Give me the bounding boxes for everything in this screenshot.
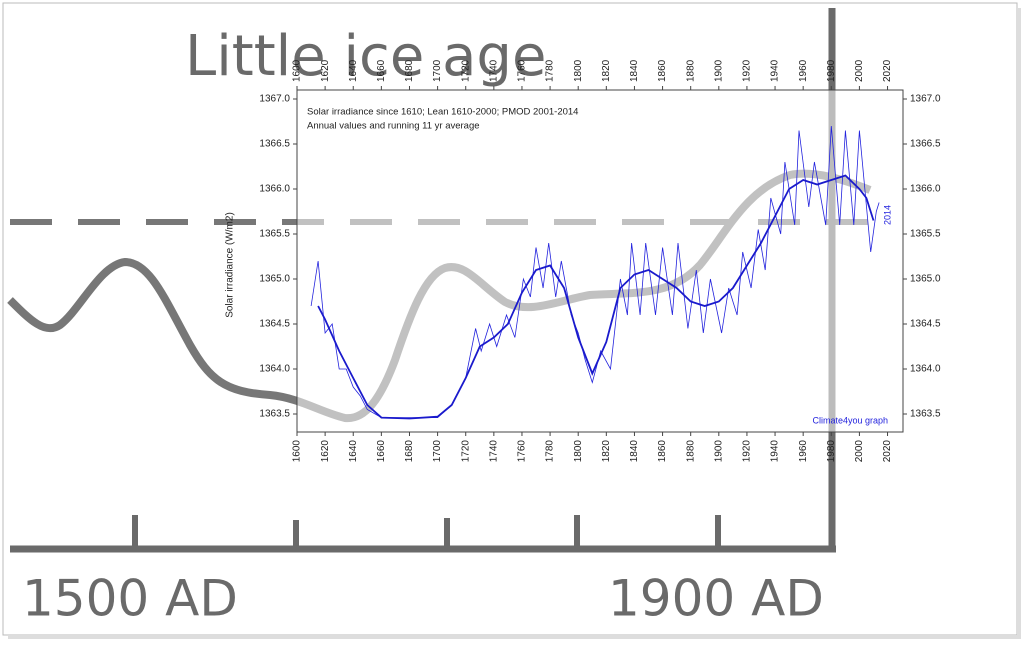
background-x-label: 1500 AD bbox=[22, 570, 238, 628]
y-tick-label: 1366.0 bbox=[910, 184, 941, 195]
y-tick-label: 1365.5 bbox=[259, 229, 290, 240]
x-tick-label: 1940 bbox=[770, 59, 781, 82]
x-tick-label: 1720 bbox=[460, 59, 471, 82]
x-tick-label: 1740 bbox=[488, 59, 499, 82]
x-tick-label: 1880 bbox=[685, 440, 696, 463]
y-tick-label: 1363.5 bbox=[910, 409, 941, 420]
background-ticks bbox=[132, 515, 721, 549]
x-tick-label: 2000 bbox=[854, 440, 865, 463]
plot-area bbox=[296, 89, 904, 433]
annotation: 2014 bbox=[882, 205, 892, 225]
x-tick-label: 2000 bbox=[854, 59, 865, 82]
y-tick-label: 1366.5 bbox=[259, 139, 290, 150]
x-tick-label: 1900 bbox=[713, 440, 724, 463]
x-tick-label: 1900 bbox=[713, 59, 724, 82]
x-tick-label: 1860 bbox=[657, 440, 668, 463]
y-tick-label: 1365.5 bbox=[910, 229, 941, 240]
x-tick-label: 2020 bbox=[882, 59, 893, 82]
x-tick-label: 1860 bbox=[657, 59, 668, 82]
annotation: Climate4you graph bbox=[812, 415, 888, 425]
y-tick-label: 1365.0 bbox=[259, 274, 290, 285]
x-tick-label: 1820 bbox=[601, 59, 612, 82]
x-tick-label: 1800 bbox=[573, 59, 584, 82]
x-tick-label: 1920 bbox=[742, 59, 753, 82]
x-tick-label: 1960 bbox=[798, 440, 809, 463]
x-tick-label: 1940 bbox=[770, 440, 781, 463]
y-tick-label: 1366.0 bbox=[259, 184, 290, 195]
x-tick-label: 1960 bbox=[798, 59, 809, 82]
x-tick-label: 1640 bbox=[348, 59, 359, 82]
x-tick-label: 1880 bbox=[685, 59, 696, 82]
y-tick-label: 1364.0 bbox=[259, 364, 290, 375]
x-tick-label: 1840 bbox=[629, 59, 640, 82]
series-line bbox=[317, 174, 875, 420]
frame-shadow bbox=[1017, 8, 1021, 638]
y-tick-label: 1367.0 bbox=[259, 94, 290, 105]
x-tick-label: 1680 bbox=[404, 59, 415, 82]
y-tick-label: 1364.5 bbox=[259, 319, 290, 330]
x-tick-label: 1620 bbox=[320, 440, 331, 463]
x-tick-label: 1920 bbox=[742, 440, 753, 463]
chart-title: Solar irradiance since 1610; Lean 1610-2… bbox=[307, 107, 578, 118]
x-tick-label: 1840 bbox=[629, 440, 640, 463]
x-tick-label: 1600 bbox=[292, 440, 303, 463]
x-tick-label: 1980 bbox=[826, 59, 837, 82]
y-tick-label: 1365.0 bbox=[910, 274, 941, 285]
y-axis-label: Solar irradiance (W/m2) bbox=[225, 212, 236, 318]
chart-subtitle: Annual values and running 11 yr average bbox=[307, 121, 480, 132]
x-tick-label: 1780 bbox=[545, 59, 556, 82]
x-tick-label: 1700 bbox=[432, 59, 443, 82]
x-tick-label: 1660 bbox=[376, 59, 387, 82]
x-tick-label: 1800 bbox=[573, 440, 584, 463]
y-tick-label: 1367.0 bbox=[910, 94, 941, 105]
background-title: Little ice age bbox=[185, 24, 546, 89]
y-tick-label: 1363.5 bbox=[259, 409, 290, 420]
x-tick-label: 1600 bbox=[292, 59, 303, 82]
x-tick-label: 1720 bbox=[460, 440, 471, 463]
x-tick-label: 1820 bbox=[601, 440, 612, 463]
y-tick-label: 1364.5 bbox=[910, 319, 941, 330]
x-tick-label: 1640 bbox=[348, 440, 359, 463]
x-tick-label: 1740 bbox=[488, 440, 499, 463]
x-tick-label: 1760 bbox=[517, 440, 528, 463]
x-tick-label: 1680 bbox=[404, 440, 415, 463]
y-tick-label: 1366.5 bbox=[910, 139, 941, 150]
y-tick-label: 1364.0 bbox=[910, 364, 941, 375]
x-tick-label: 1700 bbox=[432, 440, 443, 463]
x-tick-label: 1660 bbox=[376, 440, 387, 463]
x-tick-label: 1780 bbox=[545, 440, 556, 463]
x-tick-label: 1620 bbox=[320, 59, 331, 82]
x-tick-label: 1980 bbox=[826, 440, 837, 463]
x-tick-label: 2020 bbox=[882, 440, 893, 463]
x-tick-label: 1760 bbox=[517, 59, 528, 82]
background-x-label: 1900 AD bbox=[608, 570, 824, 628]
frame-shadow bbox=[8, 635, 1021, 639]
